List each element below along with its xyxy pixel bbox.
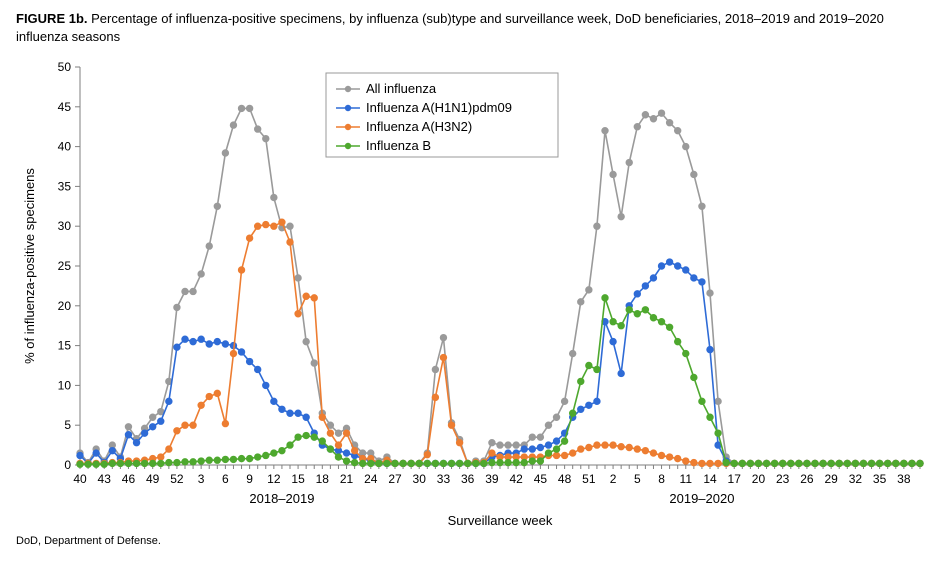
svg-text:Influenza A(H3N2): Influenza A(H3N2) — [366, 119, 472, 134]
figure-title: FIGURE 1b. Percentage of influenza-posit… — [16, 10, 932, 45]
svg-text:49: 49 — [146, 472, 160, 486]
svg-text:15: 15 — [291, 472, 305, 486]
svg-text:23: 23 — [776, 472, 790, 486]
svg-text:45: 45 — [534, 472, 548, 486]
svg-text:6: 6 — [222, 472, 229, 486]
svg-text:29: 29 — [824, 472, 838, 486]
svg-text:42: 42 — [509, 472, 523, 486]
svg-text:2018–2019: 2018–2019 — [249, 491, 314, 506]
svg-text:33: 33 — [437, 472, 451, 486]
svg-text:% of influenza-positive specim: % of influenza-positive specimens — [22, 168, 37, 364]
svg-text:36: 36 — [461, 472, 475, 486]
svg-text:All influenza: All influenza — [366, 81, 437, 96]
svg-text:2: 2 — [610, 472, 617, 486]
svg-text:Surveillance week: Surveillance week — [448, 513, 553, 528]
svg-text:40: 40 — [73, 472, 87, 486]
figure-container: { "figure": { "label": "FIGURE 1b.", "ca… — [0, 0, 948, 569]
svg-text:52: 52 — [170, 472, 184, 486]
svg-text:48: 48 — [558, 472, 572, 486]
svg-text:35: 35 — [873, 472, 887, 486]
svg-text:27: 27 — [388, 472, 402, 486]
svg-text:18: 18 — [316, 472, 330, 486]
svg-text:8: 8 — [658, 472, 665, 486]
svg-text:25: 25 — [58, 259, 72, 273]
svg-text:21: 21 — [340, 472, 354, 486]
svg-text:14: 14 — [703, 472, 717, 486]
svg-text:0: 0 — [64, 458, 71, 472]
svg-text:38: 38 — [897, 472, 911, 486]
svg-text:20: 20 — [58, 299, 72, 313]
svg-text:5: 5 — [634, 472, 641, 486]
svg-text:26: 26 — [800, 472, 814, 486]
svg-text:2019–2020: 2019–2020 — [669, 491, 734, 506]
svg-text:35: 35 — [58, 179, 72, 193]
svg-text:11: 11 — [680, 472, 693, 486]
svg-text:9: 9 — [246, 472, 253, 486]
svg-text:10: 10 — [58, 378, 72, 392]
svg-text:5: 5 — [64, 418, 71, 432]
svg-text:20: 20 — [752, 472, 766, 486]
figure-caption: Percentage of influenza-positive specime… — [16, 11, 884, 44]
svg-text:3: 3 — [198, 472, 205, 486]
svg-text:50: 50 — [58, 60, 72, 74]
svg-text:12: 12 — [267, 472, 281, 486]
chart-svg: 0510152025303540455040434649523691215182… — [16, 51, 932, 531]
svg-text:46: 46 — [122, 472, 136, 486]
svg-text:Influenza A(H1N1)pdm09: Influenza A(H1N1)pdm09 — [366, 100, 512, 115]
footnote: DoD, Department of Defense. — [16, 535, 932, 547]
svg-text:32: 32 — [849, 472, 863, 486]
figure-label: FIGURE 1b. — [16, 11, 88, 26]
svg-text:17: 17 — [728, 472, 742, 486]
svg-text:43: 43 — [98, 472, 112, 486]
svg-text:Influenza B: Influenza B — [366, 138, 431, 153]
svg-text:15: 15 — [58, 339, 72, 353]
svg-text:30: 30 — [58, 219, 72, 233]
chart: 0510152025303540455040434649523691215182… — [16, 51, 932, 531]
svg-text:45: 45 — [58, 100, 72, 114]
svg-text:40: 40 — [58, 140, 72, 154]
svg-text:30: 30 — [413, 472, 427, 486]
svg-text:51: 51 — [582, 472, 596, 486]
svg-text:24: 24 — [364, 472, 378, 486]
svg-text:39: 39 — [485, 472, 499, 486]
